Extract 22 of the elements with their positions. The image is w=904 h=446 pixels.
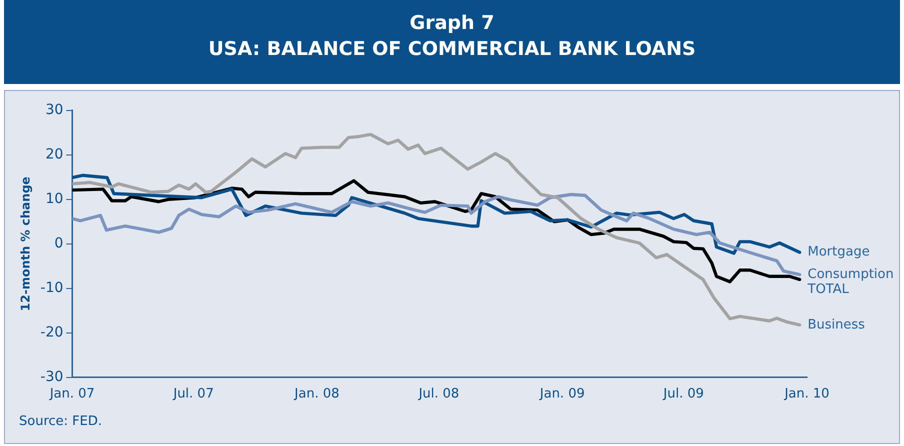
chart-subtitle: USA: BALANCE OF COMMERCIAL BANK LOANS (207, 38, 697, 60)
chart-title: Graph 7 (408, 12, 496, 34)
y-tick-label: -20 (40, 324, 64, 341)
x-tick-label: Jan. 07 (48, 386, 95, 402)
x-tick-label: Jan. 10 (784, 386, 830, 402)
y-tick-label: 30 (45, 102, 64, 118)
series-label: Business (808, 317, 866, 332)
series-label: Consumption (808, 266, 894, 282)
x-tick-label: Jul. 09 (662, 386, 704, 402)
y-tick-label: -30 (40, 369, 64, 386)
x-tick-label: Jan. 08 (294, 386, 340, 402)
y-axis-title: 12-month % change (18, 176, 32, 312)
y-tick-label: 0 (54, 236, 64, 252)
y-tick-label: -10 (40, 280, 64, 296)
x-tick-label: Jul. 07 (172, 386, 214, 402)
x-tick-label: Jul. 08 (418, 386, 460, 402)
y-tick-label: 10 (45, 191, 64, 208)
source-note: Source: FED. (19, 414, 102, 429)
series-label: Mortgage (808, 244, 870, 260)
x-tick-label: Jan. 09 (538, 386, 585, 402)
y-tick-label: 20 (45, 146, 64, 163)
series-label: TOTAL (806, 282, 850, 297)
